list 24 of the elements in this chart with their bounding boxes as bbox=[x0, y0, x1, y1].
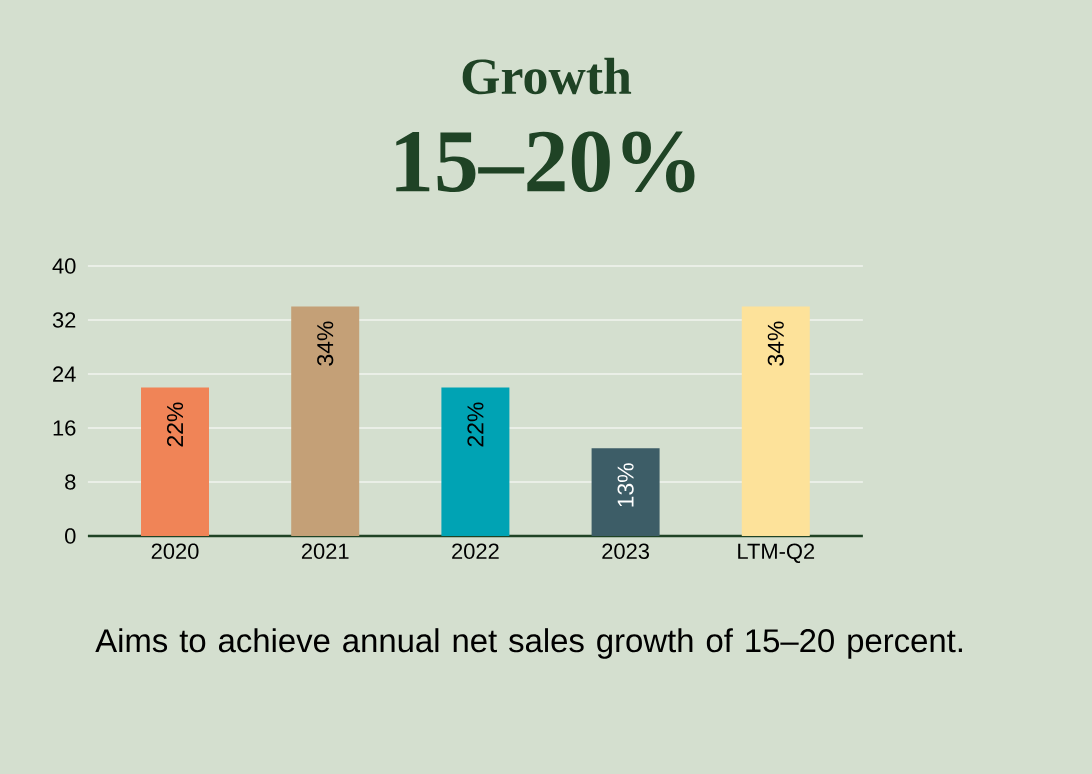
bar bbox=[591, 448, 660, 536]
x-tick-label: 2023 bbox=[602, 543, 650, 560]
y-tick-label: 40 bbox=[52, 258, 76, 274]
bar bbox=[741, 306, 810, 536]
data-label: 22% bbox=[467, 402, 484, 447]
bar bbox=[441, 387, 510, 536]
y-tick-label: 8 bbox=[65, 474, 76, 490]
x-tick-label: 2022 bbox=[452, 543, 499, 560]
data-label: 22% bbox=[166, 402, 184, 447]
data-label: 34% bbox=[317, 321, 334, 366]
chart-subtitle: 15–20% bbox=[396, 131, 695, 193]
bar bbox=[291, 306, 360, 536]
x-tick-label: 2021 bbox=[301, 543, 349, 560]
y-tick-label: 16 bbox=[53, 420, 76, 436]
y-tick-label: 24 bbox=[53, 366, 76, 382]
x-tick-label: LTM-Q2 bbox=[738, 543, 815, 563]
chart-title: Growth bbox=[462, 57, 632, 95]
bar bbox=[141, 387, 210, 536]
y-tick-label: 32 bbox=[52, 312, 76, 328]
y-tick-label: 0 bbox=[65, 528, 76, 544]
text: Aims to achieve annual net sales growth of 15–20 percent. bbox=[95, 628, 962, 659]
data-label: 13% bbox=[617, 463, 634, 507]
data-label: 34% bbox=[767, 321, 784, 366]
x-tick-label: 2020 bbox=[151, 543, 199, 560]
